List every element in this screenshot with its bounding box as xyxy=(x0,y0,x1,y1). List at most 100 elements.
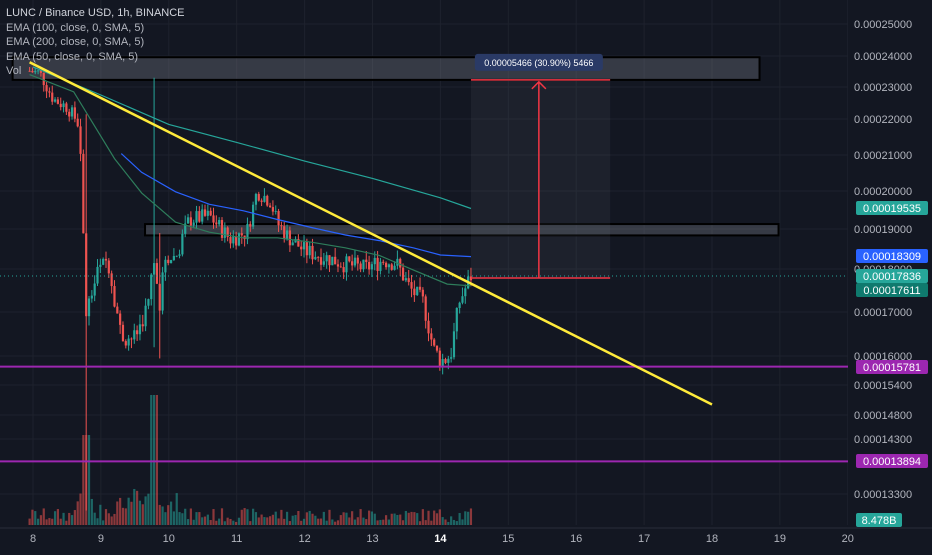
candle-body[interactable] xyxy=(356,257,359,264)
indicator-volume-label[interactable]: Vol xyxy=(6,65,22,77)
candle-body[interactable] xyxy=(376,257,379,271)
candle-body[interactable] xyxy=(113,286,116,307)
candle-body[interactable] xyxy=(308,245,311,256)
candle-body[interactable] xyxy=(138,324,142,335)
candle-body[interactable] xyxy=(438,350,441,367)
candle-body[interactable] xyxy=(285,230,289,239)
ema100-line[interactable] xyxy=(120,153,472,258)
candle-body[interactable] xyxy=(334,256,337,265)
candle-body[interactable] xyxy=(36,70,40,72)
candle-body[interactable] xyxy=(240,233,243,236)
candle-body[interactable] xyxy=(76,118,79,127)
ema200-line[interactable] xyxy=(32,66,472,210)
candle-body[interactable] xyxy=(206,210,209,216)
candle-body[interactable] xyxy=(119,313,122,325)
candle-body[interactable] xyxy=(342,267,345,273)
candle-body[interactable] xyxy=(110,273,113,287)
candle-body[interactable] xyxy=(362,259,365,270)
resistance-zone-2[interactable] xyxy=(144,223,780,237)
candle-body[interactable] xyxy=(328,255,331,266)
candle-body[interactable] xyxy=(300,246,303,250)
candle-body[interactable] xyxy=(93,283,96,296)
candle-body[interactable] xyxy=(141,324,144,327)
candle-body[interactable] xyxy=(48,91,51,93)
volume-badge[interactable] xyxy=(856,513,902,527)
candle-body[interactable] xyxy=(116,306,119,314)
indicator-ema200-label[interactable]: EMA (200, close, 0, SMA, 5) xyxy=(6,36,145,48)
candle-body[interactable] xyxy=(401,267,405,281)
trendline[interactable] xyxy=(29,61,713,406)
candle-body[interactable] xyxy=(235,236,238,246)
candle-body[interactable] xyxy=(302,242,306,250)
candle-body[interactable] xyxy=(291,242,294,246)
candle-body[interactable] xyxy=(212,215,215,223)
candle-body[interactable] xyxy=(223,227,226,238)
price-badge[interactable] xyxy=(856,283,928,297)
candle-body[interactable] xyxy=(353,257,357,266)
candle-body[interactable] xyxy=(418,286,422,290)
measure-label-box[interactable] xyxy=(474,53,603,71)
measure-area[interactable] xyxy=(470,79,611,279)
candle-body[interactable] xyxy=(274,211,277,212)
candle-body[interactable] xyxy=(387,264,391,268)
candle-body[interactable] xyxy=(322,261,325,265)
candle-body[interactable] xyxy=(452,331,456,358)
candle-body[interactable] xyxy=(164,259,167,273)
candle-body[interactable] xyxy=(297,239,300,247)
candle-body[interactable] xyxy=(379,261,382,271)
candle-body[interactable] xyxy=(416,286,419,296)
candle-body[interactable] xyxy=(161,272,164,311)
candle-body[interactable] xyxy=(249,223,252,227)
candle-body[interactable] xyxy=(65,103,68,112)
candle-body[interactable] xyxy=(133,330,136,340)
candle-body[interactable] xyxy=(62,103,65,108)
candle-body[interactable] xyxy=(189,217,192,226)
candle-body[interactable] xyxy=(351,261,354,266)
candle-body[interactable] xyxy=(370,264,374,270)
candle-body[interactable] xyxy=(184,223,187,234)
candle-body[interactable] xyxy=(345,256,348,273)
candle-body[interactable] xyxy=(430,333,433,340)
candle-body[interactable] xyxy=(167,259,170,264)
candle-body[interactable] xyxy=(31,71,34,73)
candle-body[interactable] xyxy=(121,324,125,342)
candle-body[interactable] xyxy=(73,107,76,119)
candle-body[interactable] xyxy=(45,85,48,92)
candle-body[interactable] xyxy=(229,237,232,244)
candle-body[interactable] xyxy=(175,255,178,257)
candle-body[interactable] xyxy=(158,283,161,311)
candle-body[interactable] xyxy=(271,207,275,212)
candle-body[interactable] xyxy=(147,299,150,306)
candle-body[interactable] xyxy=(104,258,108,261)
candle-body[interactable] xyxy=(277,211,280,226)
candle-body[interactable] xyxy=(169,260,173,264)
price-badge[interactable] xyxy=(856,249,928,263)
candle-body[interactable] xyxy=(87,298,91,317)
candle-body[interactable] xyxy=(198,211,201,222)
candle-body[interactable] xyxy=(421,289,424,297)
candle-body[interactable] xyxy=(393,265,396,270)
candle-body[interactable] xyxy=(339,266,342,268)
candle-body[interactable] xyxy=(373,257,376,265)
candle-body[interactable] xyxy=(336,264,340,267)
price-badge[interactable] xyxy=(856,454,928,468)
candle-body[interactable] xyxy=(396,258,399,266)
candle-body[interactable] xyxy=(288,230,291,246)
candle-body[interactable] xyxy=(390,264,393,270)
candle-body[interactable] xyxy=(226,227,229,238)
candle-body[interactable] xyxy=(218,220,221,225)
candle-body[interactable] xyxy=(254,193,258,205)
candle-body[interactable] xyxy=(283,226,286,239)
candle-body[interactable] xyxy=(99,264,102,267)
candle-body[interactable] xyxy=(220,220,224,238)
candle-body[interactable] xyxy=(458,302,461,309)
candle-body[interactable] xyxy=(53,99,57,102)
candle-body[interactable] xyxy=(268,205,272,208)
candle-body[interactable] xyxy=(435,345,439,351)
candle-body[interactable] xyxy=(260,200,263,202)
candle-body[interactable] xyxy=(294,239,297,243)
candle-body[interactable] xyxy=(384,262,388,268)
candle-body[interactable] xyxy=(404,278,407,281)
